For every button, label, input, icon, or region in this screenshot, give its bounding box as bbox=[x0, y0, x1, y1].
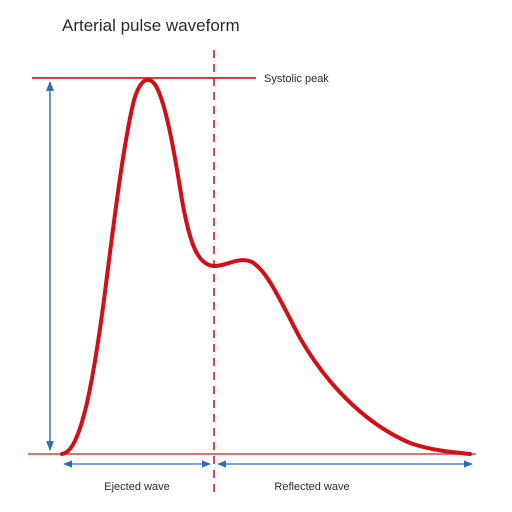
reflected-wave-label: Reflected wave bbox=[274, 481, 349, 493]
pulse-waveform-curve bbox=[60, 77, 472, 456]
diagram-title: Arterial pulse waveform bbox=[62, 16, 240, 35]
systolic-peak-label: Systolic peak bbox=[264, 73, 329, 85]
ejected-wave-label: Ejected wave bbox=[104, 481, 169, 493]
